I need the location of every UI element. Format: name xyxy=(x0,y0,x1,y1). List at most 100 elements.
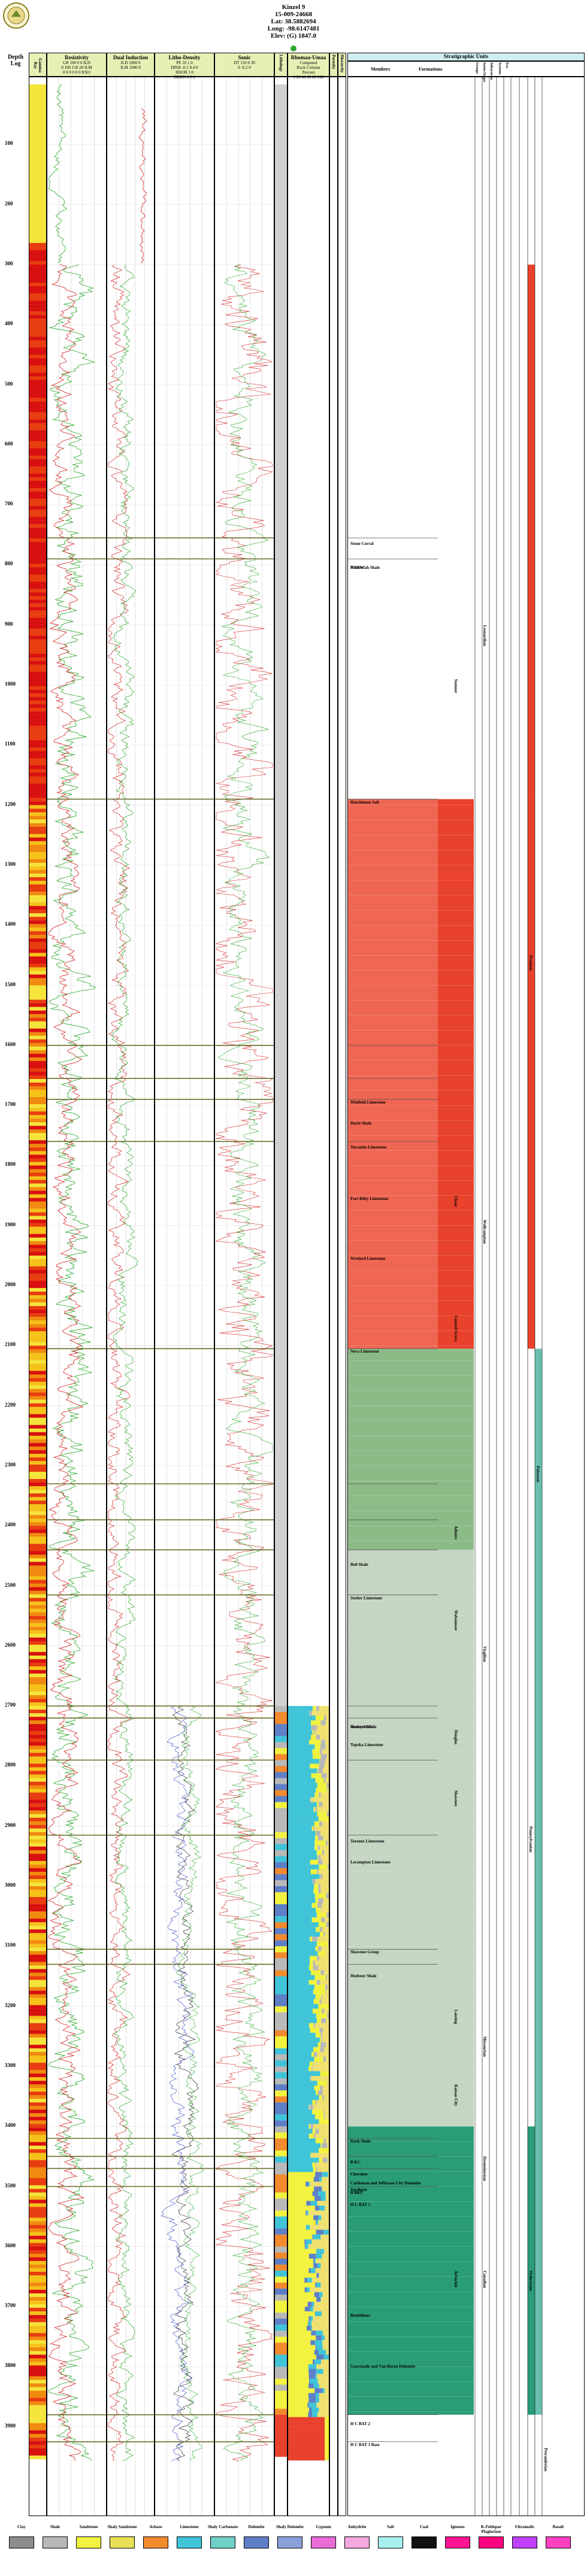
gamma-band xyxy=(29,621,46,625)
rock-band xyxy=(305,2181,308,2187)
lith-band xyxy=(275,823,287,829)
gamma-band xyxy=(29,805,46,809)
gr-curve xyxy=(48,84,67,263)
lith-band xyxy=(275,1447,287,1454)
member-label: Gasconade and Van Buren Dolomite xyxy=(350,2364,416,2369)
gamma-band xyxy=(29,2199,46,2204)
rock-band xyxy=(313,2177,320,2182)
rock-band xyxy=(315,1716,324,1721)
lith-band xyxy=(275,2018,287,2025)
gamma-band xyxy=(29,510,46,514)
lith-band xyxy=(275,2132,287,2139)
lith-band xyxy=(275,1165,287,1172)
strat-title: Stratigraphic Units xyxy=(347,53,585,61)
rock-band xyxy=(320,1889,329,1894)
gamma-band xyxy=(29,2088,46,2092)
porosity-header: Porosity xyxy=(331,54,336,69)
series-label: Wolfcampian xyxy=(482,1219,487,1244)
legend-label: Limestone xyxy=(180,2525,199,2529)
lith-band xyxy=(275,571,287,577)
depth-tick-label: 1800 xyxy=(5,1161,16,1168)
rock-band xyxy=(316,2167,318,2172)
rock-band xyxy=(313,2307,329,2312)
rock-band xyxy=(288,1946,316,1951)
dt2-curve xyxy=(217,264,273,2462)
lith-band xyxy=(275,468,287,475)
rock-band xyxy=(315,1807,317,1812)
gamma-band xyxy=(29,192,46,196)
lith-band xyxy=(275,745,287,751)
rock-band xyxy=(325,2431,329,2436)
gamma-band xyxy=(29,1342,46,1346)
lith-band xyxy=(275,1639,287,1646)
gamma-band xyxy=(29,834,46,838)
gamma-band xyxy=(29,1501,46,1505)
gamma-band xyxy=(29,1212,46,1216)
gamma-band xyxy=(29,181,46,186)
member-label: Hutchinson Salt xyxy=(350,799,380,805)
gamma-band xyxy=(29,171,46,175)
member-label: Beil Shale xyxy=(350,1562,368,1568)
gamma-band xyxy=(29,1234,46,1238)
rock-band xyxy=(288,1903,312,1908)
gamma-band xyxy=(29,780,46,784)
lith-band xyxy=(275,1766,287,1772)
gamma-band xyxy=(29,1122,46,1126)
gamma-band xyxy=(29,1497,46,1501)
rock-band xyxy=(304,2287,307,2293)
rock-band xyxy=(325,1951,329,1956)
gamma-band xyxy=(29,1075,46,1080)
lith-band xyxy=(275,1790,287,1796)
rock-band xyxy=(325,1917,329,1923)
rock-band xyxy=(288,2335,316,2341)
rock-band xyxy=(317,1869,329,1875)
rock-band xyxy=(314,2311,316,2317)
gamma-band xyxy=(29,149,46,153)
gamma-band xyxy=(29,1313,46,1317)
gamma-band xyxy=(29,2264,46,2269)
lith-band xyxy=(275,1844,287,1850)
gamma-band xyxy=(29,448,46,453)
gamma-band xyxy=(29,1980,46,1984)
gamma-band xyxy=(29,2073,46,2078)
lith-band xyxy=(275,1958,287,1965)
legend-label: Coal xyxy=(420,2525,428,2529)
hierarchy-header: Hierarchy xyxy=(340,54,344,73)
gamma-band xyxy=(29,560,46,564)
lith-band xyxy=(275,2307,287,2313)
rock-band xyxy=(310,2225,329,2230)
rock-band xyxy=(318,1965,329,1971)
lith-band xyxy=(275,1243,287,1250)
rock-band xyxy=(320,2071,329,2077)
gamma-band xyxy=(29,2192,46,2196)
depth-tick-label: 900 xyxy=(5,620,13,627)
rock-band xyxy=(321,1994,322,1999)
rock-band xyxy=(307,2402,309,2408)
gamma-band xyxy=(29,2405,46,2409)
gamma-band xyxy=(29,1331,46,1335)
rock-band xyxy=(323,1716,326,1721)
gamma-band xyxy=(29,2203,46,2207)
rock-band xyxy=(324,1850,329,1856)
lith-band xyxy=(275,1784,287,1790)
stratigraphic-units-panel: Stratigraphic Units Members Formations G… xyxy=(347,53,585,2516)
rock-band xyxy=(316,1831,320,1836)
rock-band xyxy=(320,2282,329,2288)
gamma-band xyxy=(29,1641,46,1645)
rock-band xyxy=(323,2047,329,2053)
rock-band xyxy=(326,2018,329,2023)
lith-band xyxy=(275,1405,287,1412)
gamma-band xyxy=(29,1475,46,1480)
lith-band xyxy=(275,1748,287,1754)
gamma-band xyxy=(29,110,46,114)
rock-band xyxy=(311,1725,317,1731)
gamma-band xyxy=(29,2062,46,2067)
gamma-band xyxy=(29,1562,46,1566)
lith-band xyxy=(275,919,287,926)
gamma-band xyxy=(29,412,46,416)
gamma-band xyxy=(29,1374,46,1378)
gamma-band xyxy=(29,2362,46,2366)
lith-band xyxy=(275,180,287,187)
lith-band xyxy=(275,2192,287,2199)
gamma-band xyxy=(29,1338,46,1342)
